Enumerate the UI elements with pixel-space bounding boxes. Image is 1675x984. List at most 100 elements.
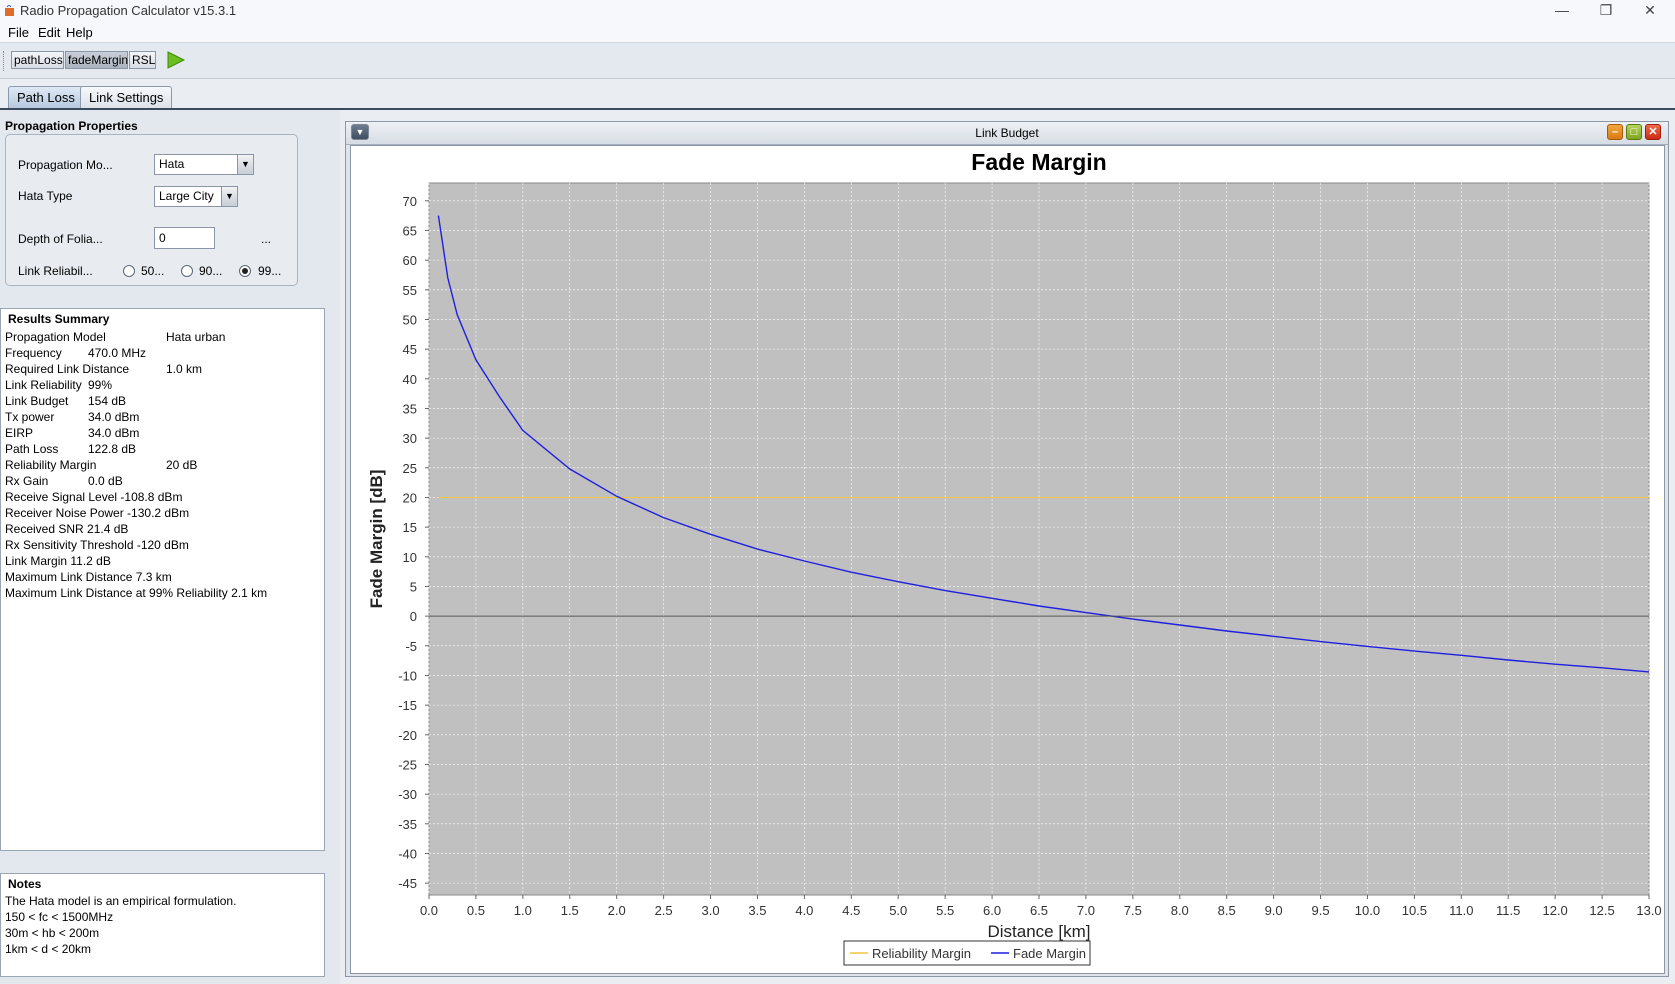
result-label: Frequency: [5, 346, 62, 360]
menu-help[interactable]: Help: [66, 25, 93, 40]
result-value: 154 dB: [88, 394, 127, 408]
chart-title: Fade Margin: [971, 149, 1106, 175]
y-tick-label: 70: [403, 194, 417, 209]
chevron-down-icon[interactable]: ▼: [221, 187, 237, 206]
frame-maximize-icon[interactable]: □: [1626, 124, 1642, 140]
result-value: 34.0 dBm: [88, 426, 140, 440]
reliability-50-label: 50...: [141, 264, 165, 278]
legend-label-reliability: Reliability Margin: [872, 946, 971, 961]
reliability-99-radio[interactable]: [239, 265, 251, 277]
result-label: Required Link Distance: [5, 362, 130, 376]
propagation-model-value: Hata: [159, 157, 185, 171]
result-line: Rx Sensitivity Threshold -120 dBm: [5, 538, 189, 552]
reliability-50-radio[interactable]: [123, 265, 135, 277]
x-tick-label: 5.0: [889, 903, 907, 918]
frame-close-icon[interactable]: ✕: [1645, 124, 1661, 140]
y-tick-label: 65: [403, 223, 417, 238]
foliage-more-button[interactable]: ...: [261, 232, 272, 246]
y-tick-label: 45: [403, 342, 417, 357]
x-axis-label: Distance [km]: [988, 922, 1091, 941]
link-reliability-label: Link Reliabil...: [18, 264, 93, 278]
chevron-down-icon[interactable]: ▼: [237, 155, 253, 174]
result-label: Reliability Margin: [5, 458, 97, 472]
x-tick-label: 9.0: [1265, 903, 1283, 918]
link-budget-frame-titlebar[interactable]: ▼ Link Budget: [346, 122, 1668, 145]
fade-margin-line: [437, 215, 1650, 673]
hata-type-label: Hata Type: [18, 189, 73, 203]
y-tick-label: 15: [403, 520, 417, 535]
menu-bar: File Edit Help: [0, 22, 1675, 43]
y-tick-label: 5: [410, 579, 417, 594]
x-tick-label: 3.0: [701, 903, 719, 918]
x-tick-label: 4.0: [795, 903, 813, 918]
notes-title: Notes: [8, 877, 42, 891]
result-label: Link Budget: [5, 394, 69, 408]
x-tick-label: 6.5: [1030, 903, 1048, 918]
result-label: Propagation Model: [5, 330, 106, 344]
x-tick-label: 8.0: [1171, 903, 1189, 918]
reliability-90-radio[interactable]: [181, 265, 193, 277]
y-tick-label: -25: [398, 757, 417, 772]
y-tick-label: -40: [398, 846, 417, 861]
y-tick-label: -20: [398, 728, 417, 743]
toolbar: pathLoss fadeMargin RSL: [0, 43, 1675, 79]
tab-path-loss[interactable]: Path Loss: [8, 86, 84, 108]
y-tick-label: -10: [398, 668, 417, 683]
close-icon[interactable]: ✕: [1644, 2, 1656, 18]
reliability-90-label: 90...: [199, 264, 223, 278]
result-value: 470.0 MHz: [88, 346, 147, 360]
result-line: Maximum Link Distance 7.3 km: [5, 570, 172, 584]
results-summary-panel: Results Summary Propagation Model Hata ur…: [0, 308, 325, 851]
menu-file[interactable]: File: [8, 25, 29, 40]
y-tick-label: 55: [403, 283, 417, 298]
menu-edit[interactable]: Edit: [38, 25, 61, 40]
y-axis-label: Fade Margin [dB]: [367, 470, 386, 609]
x-tick-label: 1.0: [514, 903, 532, 918]
fade-margin-chart: Fade Margin 0.0 0.5 1.0 1.5 2.0 2.5 3.0 3.5 4.0 4.…: [367, 149, 1662, 966]
y-tick-label: 25: [403, 461, 417, 476]
minimize-icon[interactable]: —: [1555, 2, 1569, 18]
x-tick-label: 5.5: [936, 903, 954, 918]
result-label: Tx power: [5, 410, 55, 424]
y-tick-label: -45: [398, 876, 417, 891]
foliage-depth-input[interactable]: 0: [154, 227, 215, 249]
y-tick-label: 60: [403, 253, 417, 268]
pathloss-button[interactable]: pathLoss: [11, 51, 64, 69]
play-icon[interactable]: [166, 50, 186, 70]
restore-icon[interactable]: ❐: [1599, 2, 1613, 18]
x-tick-label: 12.5: [1589, 903, 1614, 918]
y-tick-label: 10: [403, 550, 417, 565]
x-tick-label: 4.5: [842, 903, 860, 918]
y-tick-label: -15: [398, 698, 417, 713]
x-tick-label: 11.0: [1449, 903, 1473, 918]
x-tick-label: 2.0: [608, 903, 626, 918]
y-tick-label: -30: [398, 787, 417, 802]
y-tick-label: -5: [405, 639, 417, 654]
x-tick-label: 10.0: [1355, 903, 1380, 918]
tab-link-settings[interactable]: Link Settings: [80, 86, 173, 108]
x-tick-label: 7.0: [1077, 903, 1095, 918]
notes-line: The Hata model is an empirical formulati…: [5, 894, 237, 908]
frame-minimize-icon[interactable]: –: [1607, 124, 1623, 140]
x-tick-label: 11.5: [1496, 903, 1520, 918]
result-line: Receive Signal Level -108.8 dBm: [5, 490, 183, 504]
frame-menu-icon[interactable]: ▼: [351, 124, 369, 140]
y-tick-label: 20: [403, 490, 417, 505]
chart-panel: Fade Margin 0.0 0.5 1.0 1.5 2.0 2.5 3.0 3.5 4.0 4.…: [350, 145, 1665, 974]
hata-type-select[interactable]: Large City ▼: [154, 186, 238, 207]
result-line: Maximum Link Distance at 99% Reliability…: [5, 586, 268, 600]
result-label: Path Loss: [5, 442, 59, 456]
result-value: 122.8 dB: [88, 442, 137, 456]
y-tick-label: 0: [410, 609, 417, 624]
propagation-properties-title: Propagation Properties: [5, 119, 138, 133]
x-tick-label: 10.5: [1402, 903, 1427, 918]
reliability-99-label: 99...: [258, 264, 282, 278]
x-tick-label: 0.0: [420, 903, 438, 918]
toolbar-grip[interactable]: [3, 51, 7, 71]
y-tick-label: -35: [398, 817, 417, 832]
propagation-model-select[interactable]: Hata ▼: [154, 154, 254, 175]
legend-box: [843, 940, 1091, 966]
rsl-button[interactable]: RSL: [129, 51, 156, 69]
results-summary-title: Results Summary: [8, 312, 110, 326]
fademargin-button[interactable]: fadeMargin: [65, 51, 128, 69]
